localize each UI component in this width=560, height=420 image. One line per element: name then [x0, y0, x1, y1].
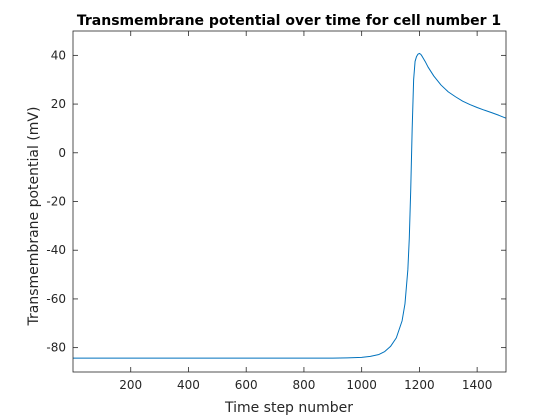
x-tick-label: 1000: [346, 378, 377, 392]
y-axis-ticks: -80 -60 -40 -20 0 20 40: [46, 48, 506, 355]
y-tick-label: 40: [51, 48, 66, 62]
y-tick-label: -20: [46, 195, 66, 209]
x-tick-label: 400: [177, 378, 200, 392]
series-line: [73, 52, 507, 359]
x-tick-label: 1400: [462, 378, 493, 392]
x-tick-label: 600: [235, 378, 258, 392]
plot-area: 200 400 600 800 1000 1200 1400 -80 -60 -40 -20 0 20…: [46, 30, 507, 392]
y-tick-label: 0: [58, 146, 66, 160]
x-tick-label: 200: [119, 378, 142, 392]
y-tick-label: -80: [46, 341, 66, 355]
y-tick-label: -40: [46, 243, 66, 257]
x-tick-label: 1200: [404, 378, 435, 392]
y-tick-label: 20: [51, 97, 66, 111]
y-tick-label: -60: [46, 292, 66, 306]
x-tick-label: 800: [292, 378, 315, 392]
plot-background: [73, 31, 506, 372]
chart-title: Transmembrane potential over time for ce…: [77, 13, 501, 29]
series-layer: [73, 52, 507, 359]
x-axis-label: Time step number: [224, 400, 353, 416]
y-axis-label: Transmembrane potential (mV): [26, 107, 42, 327]
x-axis-ticks: 200 400 600 800 1000 1200 1400: [119, 31, 492, 392]
